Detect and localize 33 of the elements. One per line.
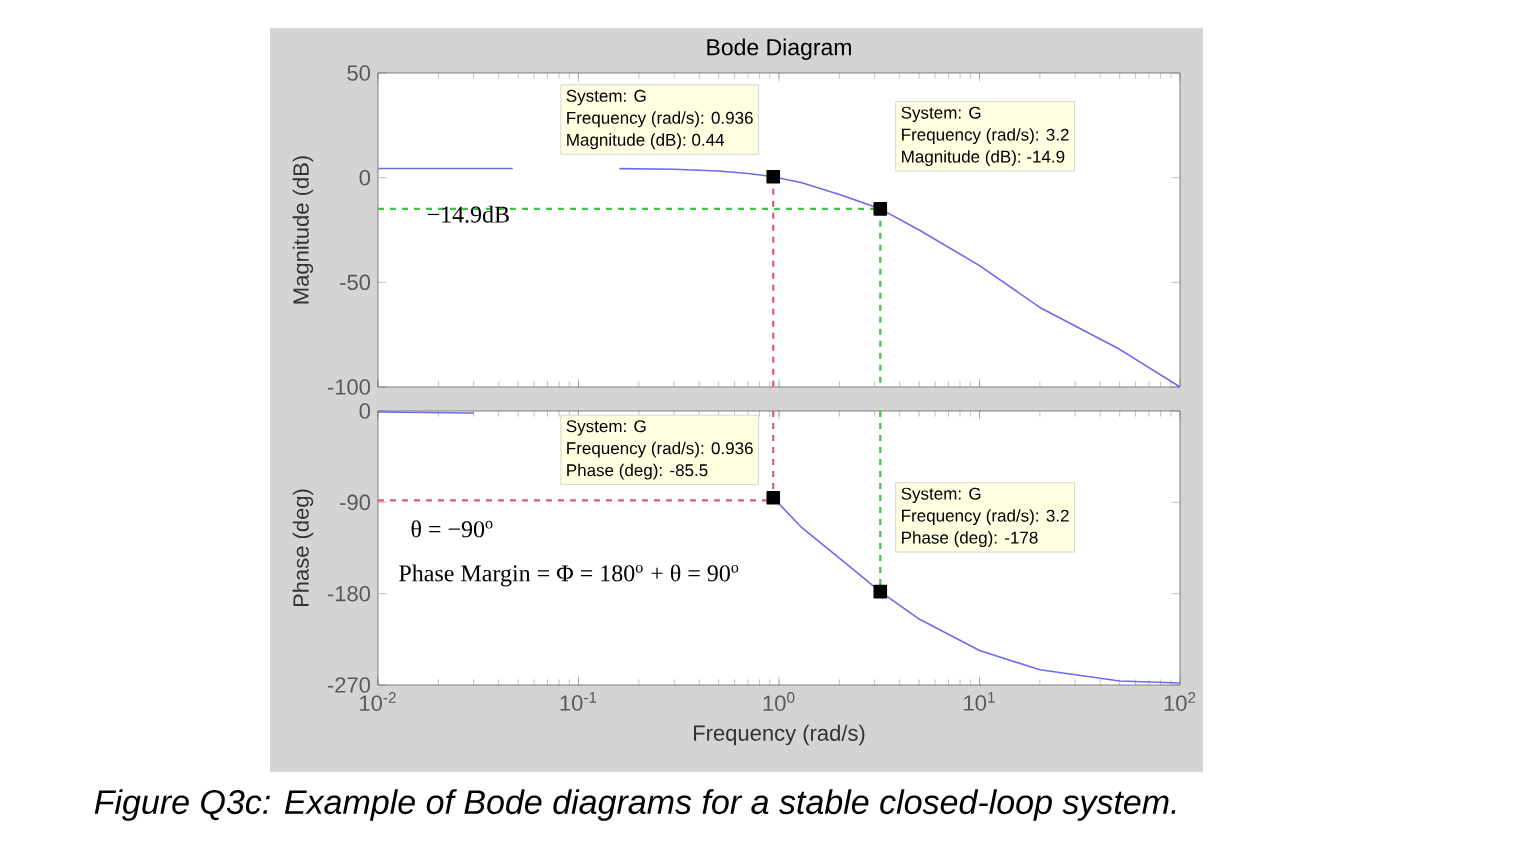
x-tick-label: 10$^{0}$ <box>763 692 795 711</box>
y-tick-label: -180 <box>327 585 371 602</box>
annotation: System: G <box>901 106 981 123</box>
y-axis-title: Phase (deg) <box>292 489 314 607</box>
x-tick-label: 10$^{2}$ <box>1164 692 1196 711</box>
annotation: Magnitude (dB): 0.44 <box>567 133 725 150</box>
y-tick-label: 0 <box>359 169 371 186</box>
annotation: θ = −90$^{o}$ <box>411 520 493 538</box>
x-tick-label: 10$^{-2}$ <box>360 692 396 711</box>
x-axis-title: Frequency (rad/s) <box>694 724 865 746</box>
annotation: Phase Margin = Φ = 180$^{o}$ + θ = 90$^{o}$ <box>399 564 739 587</box>
annotation: Frequency (rad/s): 3.2 <box>902 509 1069 526</box>
annotation: Phase (deg): -178 <box>902 531 1038 548</box>
annotation: Phase (deg): -85.5 <box>567 463 708 480</box>
y-tick-label: -50 <box>340 274 371 291</box>
y-tick-label: -270 <box>327 677 371 693</box>
y-axis-title: Magnitude (dB) <box>292 156 314 304</box>
caption: Figure Q3c: Example of Bode diagrams for a stable closed-loop system. <box>94 789 1176 821</box>
annotation: −14.9dB <box>427 205 509 223</box>
annotation: Frequency (rad/s): 3.2 <box>902 128 1069 145</box>
annotation: System: G <box>566 420 646 436</box>
x-tick-label: 10$^{1}$ <box>964 692 995 711</box>
chart-title: Bode Diagram <box>707 38 851 60</box>
annotation: System: G <box>566 89 646 106</box>
annotation: Frequency (rad/s): 0.936 <box>567 111 753 128</box>
y-tick-label: 50 <box>347 65 371 81</box>
y-tick-label: -90 <box>340 494 371 511</box>
annotation: Magnitude (dB): -14.9 <box>902 150 1065 167</box>
y-tick-label: -100 <box>327 379 371 395</box>
annotation: System: G <box>901 487 981 504</box>
x-tick-label: 10$^{-1}$ <box>560 692 597 711</box>
annotation: Frequency (rad/s): 0.936 <box>567 441 753 458</box>
y-tick-label: 0 <box>359 403 371 419</box>
